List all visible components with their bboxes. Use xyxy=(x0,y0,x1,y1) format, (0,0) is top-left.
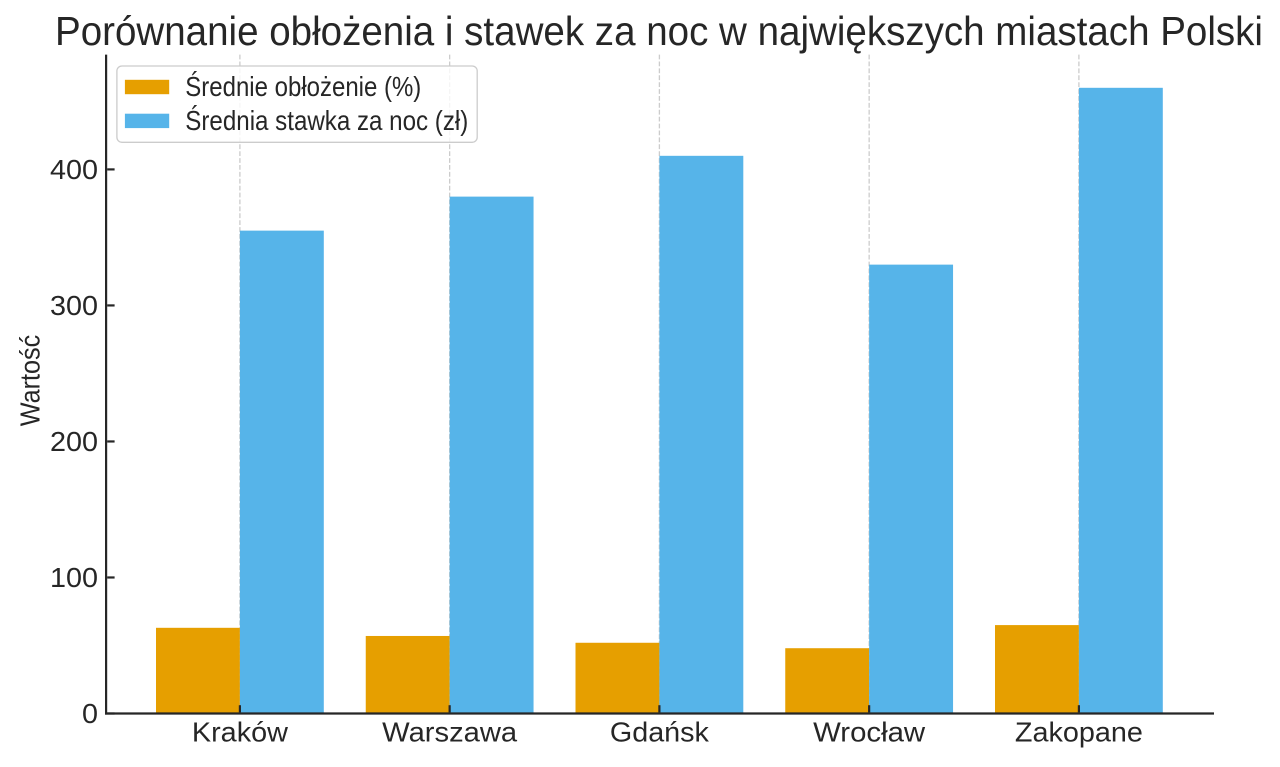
svg-text:400: 400 xyxy=(50,154,98,185)
svg-text:Średnia stawka za noc (zł): Średnia stawka za noc (zł) xyxy=(185,104,468,136)
svg-text:Zakopane: Zakopane xyxy=(1015,716,1143,747)
svg-text:100: 100 xyxy=(50,562,98,593)
svg-text:Średnie obłożenie (%): Średnie obłożenie (%) xyxy=(185,70,421,102)
svg-text:0: 0 xyxy=(82,698,98,729)
svg-text:Wartość: Wartość xyxy=(15,335,46,427)
svg-text:Porównanie obłożenia i stawek: Porównanie obłożenia i stawek za noc w n… xyxy=(55,8,1263,54)
svg-text:Wrocław: Wrocław xyxy=(813,716,925,747)
svg-text:Gdańsk: Gdańsk xyxy=(610,716,709,747)
svg-text:Warszawa: Warszawa xyxy=(382,716,518,747)
svg-text:Kraków: Kraków xyxy=(192,716,288,747)
svg-text:200: 200 xyxy=(50,426,98,457)
svg-text:300: 300 xyxy=(50,290,98,321)
